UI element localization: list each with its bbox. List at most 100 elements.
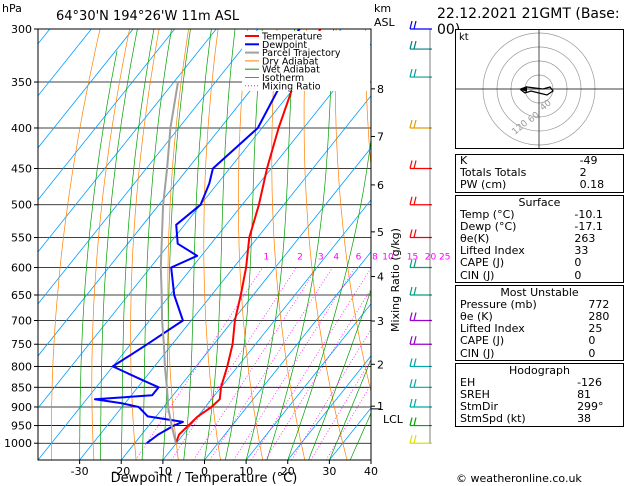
pressure-tick-label: 300 bbox=[11, 23, 32, 36]
wet-adiabat-line bbox=[329, 358, 371, 460]
wet-adiabat-line bbox=[120, 29, 155, 460]
mixing-ratio-axis-label: Mixing Ratio (g/kg) bbox=[389, 228, 402, 332]
wet-adiabat-line bbox=[162, 29, 191, 460]
isotherm-line bbox=[38, 29, 259, 305]
most-unstable-value: 280 bbox=[588, 310, 610, 324]
pressure-tick-label: 650 bbox=[11, 289, 32, 302]
wind-barb-flag bbox=[409, 229, 413, 238]
km-tick-label: 1 bbox=[377, 400, 384, 413]
mixing-ratio-line bbox=[171, 267, 297, 460]
mixing-ratio-label: 20 bbox=[425, 253, 437, 263]
hodograph-trace bbox=[519, 86, 554, 96]
wind-barb-flag bbox=[409, 435, 413, 444]
index-row: PW (cm) 0.18 bbox=[456, 179, 625, 191]
hodograph-index-value: 81 bbox=[577, 388, 592, 402]
most-unstable-row: θe (K) 280 bbox=[456, 310, 625, 324]
hodograph-index-value: 38 bbox=[577, 412, 592, 426]
wind-barb-flag bbox=[413, 160, 417, 169]
asl-label: ASL bbox=[374, 16, 396, 29]
series-line-dewpoint bbox=[93, 29, 301, 444]
surface-row: Dewp (°C) -17.1 bbox=[456, 219, 625, 233]
pressure-tick-label: 550 bbox=[11, 232, 32, 245]
most-unstable-value: 25 bbox=[588, 322, 603, 336]
dry-adiabat-line bbox=[238, 29, 264, 460]
surface-row: θe(K) 263 bbox=[456, 232, 625, 246]
wind-barb-flag bbox=[409, 68, 413, 78]
temperature-tick-label: 0 bbox=[201, 465, 208, 478]
hodograph-index-label: EH bbox=[460, 375, 476, 389]
surface-label: CIN (J) bbox=[460, 268, 495, 282]
series-line-parcel-trajectory bbox=[159, 81, 179, 444]
hodograph-box: Hodograph EH -126 SREH 81 StmDir 299° StmSpd (… bbox=[455, 362, 625, 427]
hodograph-index-row: StmSpd (kt) 38 bbox=[456, 413, 625, 425]
wind-barb-flag bbox=[413, 417, 417, 426]
index-row: Totals Totals 2 bbox=[456, 166, 625, 180]
pressure-tick-label: 450 bbox=[11, 162, 32, 175]
temperature-tick-label: -10 bbox=[154, 465, 172, 478]
surface-label: Dewp (°C) bbox=[460, 219, 517, 233]
km-tick-label: 8 bbox=[377, 83, 384, 96]
mixing-ratio-line bbox=[265, 288, 371, 460]
footer-credit: © weatheronline.co.uk bbox=[456, 472, 582, 485]
most-unstable-label: Lifted Index bbox=[460, 322, 525, 336]
temperature-tick-label: 30 bbox=[322, 465, 336, 478]
surface-value: 33 bbox=[574, 244, 589, 258]
km-tick-label: 4 bbox=[377, 271, 384, 284]
hodograph-index-label: StmDir bbox=[460, 400, 499, 414]
wet-adiabat-line bbox=[79, 51, 118, 460]
pressure-tick-label: 350 bbox=[11, 76, 32, 89]
temperature-tick-label: -20 bbox=[112, 465, 130, 478]
mixing-ratio-label: 3 bbox=[318, 253, 324, 263]
wet-adiabat-line bbox=[245, 29, 295, 460]
wind-barb-flag bbox=[413, 68, 417, 78]
surface-label: CAPE (J) bbox=[460, 256, 505, 270]
mixing-ratio-label: 2 bbox=[297, 253, 303, 263]
wet-adiabat-line bbox=[266, 29, 334, 460]
wind-barb-flag bbox=[413, 229, 417, 238]
series-layer bbox=[93, 29, 322, 444]
index-label: PW (cm) bbox=[460, 178, 507, 192]
index-value: 2 bbox=[579, 166, 587, 180]
mixing-ratio-label: 15 bbox=[407, 253, 418, 263]
wet-adiabat-line bbox=[183, 29, 212, 460]
wind-barb-flag bbox=[409, 40, 413, 50]
km-label: km bbox=[374, 2, 391, 15]
x-axis-label: Dewpoint / Temperature (°C) bbox=[111, 471, 298, 486]
wind-barb-flag bbox=[409, 336, 413, 345]
surface-row: Lifted Index 33 bbox=[456, 245, 625, 257]
dry-adiabat-line bbox=[334, 29, 371, 394]
pressure-tick-label: 700 bbox=[11, 315, 32, 328]
pressure-tick-label: 800 bbox=[11, 360, 32, 373]
surface-label: θe(K) bbox=[460, 232, 490, 246]
wind-barb-flag bbox=[413, 336, 417, 345]
isotherm-line bbox=[204, 251, 371, 460]
pressure-tick-label: 1000 bbox=[4, 437, 32, 450]
dry-adiabat-line bbox=[303, 29, 348, 460]
lcl-label: LCL bbox=[383, 413, 404, 426]
surface-row: Temp (°C) -10.1 bbox=[456, 207, 625, 221]
hodograph-kt-label: kt bbox=[459, 32, 469, 43]
datetime-title: 22.12.2021 21GMT (Base: 00) bbox=[437, 6, 620, 38]
wind-barb-flag bbox=[413, 398, 417, 408]
wet-adiabat-line bbox=[204, 29, 236, 460]
pressure-tick-label: 600 bbox=[11, 261, 32, 274]
surface-row: CAPE (J) 0 bbox=[456, 257, 625, 269]
surface-label: Temp (°C) bbox=[460, 207, 515, 221]
legend-label: Dewpoint bbox=[262, 40, 307, 51]
mixing-ratio-line bbox=[233, 267, 356, 460]
hodograph-title: Hodograph bbox=[509, 363, 570, 377]
isotherm-line bbox=[245, 303, 371, 460]
pressure-tick-label: 400 bbox=[11, 122, 32, 135]
wind-barb-flag bbox=[409, 286, 413, 296]
index-value: 0.18 bbox=[579, 178, 605, 192]
dry-adiabat-line bbox=[167, 29, 189, 460]
most-unstable-row: CAPE (J) 0 bbox=[456, 335, 625, 347]
temperature-axis: -30 -20 -10 0 10 20 30 40 bbox=[71, 460, 378, 478]
most-unstable-box: Most Unstable Pressure (mb) 772 θe (K) 280 L… bbox=[455, 284, 625, 361]
wind-barb-flag bbox=[413, 259, 417, 268]
location-title: 64°30'N 194°26'W 11m ASL bbox=[56, 9, 240, 24]
surface-value: 263 bbox=[574, 232, 596, 246]
series-line-temperature bbox=[174, 29, 322, 444]
dry-adiabat-line bbox=[51, 29, 101, 460]
